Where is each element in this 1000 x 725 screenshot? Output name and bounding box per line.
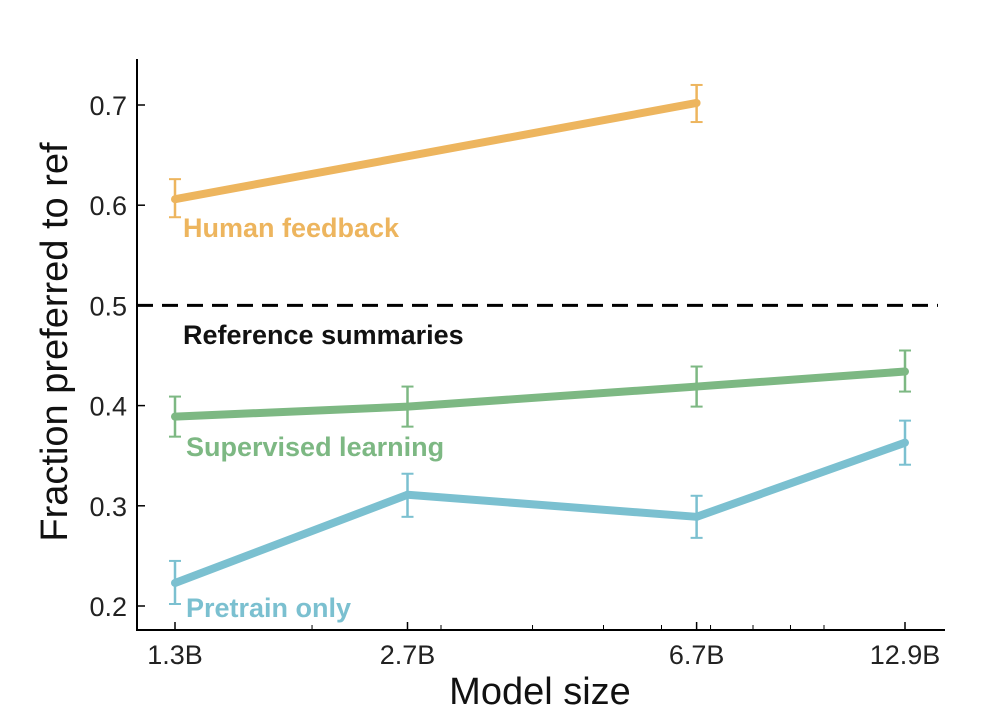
series-human-feedback [169, 83, 703, 219]
y-tick-label: 0.7 [89, 91, 127, 121]
x-tick-label: 6.7B [669, 640, 725, 670]
series-line-pretrain-only [173, 438, 907, 587]
data-point [901, 367, 909, 376]
data-point [171, 578, 179, 587]
series-label-pretrain-only: Pretrain only [186, 593, 351, 623]
data-point [403, 402, 412, 411]
data-point [901, 438, 909, 447]
y-tick-label: 0.6 [89, 191, 127, 221]
series-line-supervised-learning [174, 367, 906, 421]
data-point [171, 195, 179, 204]
labels-group: Model size Fraction preferred to ref Ref… [34, 142, 631, 713]
series-label-human-feedback: Human feedback [183, 213, 400, 243]
data-point [171, 412, 179, 421]
y-tick-label: 0.4 [89, 392, 127, 422]
y-tick-label: 0.5 [89, 291, 127, 321]
y-tick-label: 0.3 [89, 492, 127, 522]
x-axis-label: Model size [449, 671, 631, 713]
y-axis-label: Fraction preferred to ref [34, 142, 76, 542]
data-point [403, 490, 412, 499]
x-tick-label: 1.3B [147, 640, 203, 670]
y-ticks: 0.2 0.3 0.4 0.5 0.6 0.7 [89, 91, 145, 622]
data-point [692, 382, 701, 391]
x-ticks: 1.3B 2.7B 6.7B 12.9B [147, 622, 940, 670]
y-tick-label: 0.2 [89, 592, 127, 622]
series-line-human-feedback [174, 99, 698, 204]
data-point [692, 512, 701, 521]
data-point [692, 98, 701, 107]
series-label-supervised-learning: Supervised learning [186, 432, 444, 462]
axes: 0.2 0.3 0.4 0.5 0.6 0.7 1.3B 2.7B 6.7B 12.9B [89, 59, 945, 670]
reference-line-label: Reference summaries [183, 320, 464, 350]
series-supervised-learning [169, 349, 911, 438]
series-group [169, 83, 911, 605]
series-pretrain-only [169, 419, 911, 605]
x-tick-label: 2.7B [380, 640, 436, 670]
x-tick-label: 12.9B [870, 640, 941, 670]
